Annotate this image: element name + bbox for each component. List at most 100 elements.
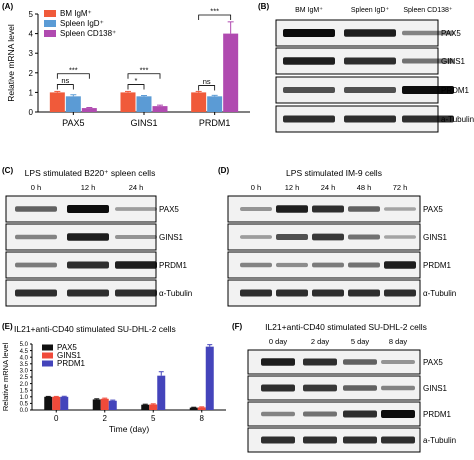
blot-band — [343, 436, 377, 444]
blot-row-label: a-Tubulin — [423, 436, 456, 445]
blot-band — [384, 261, 416, 269]
y-tick-label: 1 — [29, 88, 34, 97]
blot-band — [343, 359, 377, 365]
y-axis-label: Relative mRNA level — [1, 342, 10, 411]
blot-band — [384, 235, 416, 239]
x-tick-label: PAX5 — [62, 118, 84, 128]
blot-band — [261, 411, 295, 417]
blot-row-label: PRDM1 — [159, 261, 188, 270]
blot-band — [348, 206, 380, 212]
lane-label: 5 day — [351, 337, 370, 346]
x-tick-label: 5 — [151, 414, 156, 423]
bar — [191, 92, 207, 112]
blot-band — [312, 205, 344, 213]
lane-label: 0 h — [31, 183, 41, 192]
blot-band — [381, 436, 415, 444]
bar — [207, 96, 223, 112]
blot-band — [276, 205, 308, 213]
y-tick-label: 2.0 — [20, 382, 29, 388]
x-tick-label: 8 — [200, 414, 205, 423]
chart-title: IL21+anti-CD40 stimulated SU-DHL-2 cells — [14, 324, 176, 334]
blot-band — [276, 289, 308, 297]
legend-label: GINS1 — [57, 351, 82, 360]
legend-swatch — [42, 344, 53, 351]
legend-label: PRDM1 — [57, 359, 86, 368]
blot-band — [303, 384, 337, 392]
blot-strip — [227, 223, 421, 251]
lane-label: 24 h — [321, 183, 336, 192]
blot-band — [15, 289, 57, 297]
lane-label: 72 h — [393, 183, 408, 192]
bar — [65, 96, 81, 112]
blot-panel-b: BM IgM⁺ Spleen IgD⁺ Spleen CD138⁺ PAX5 GINS1… — [275, 7, 474, 133]
blot-band — [312, 262, 344, 268]
blot-row-label: GINS1 — [159, 233, 184, 242]
panel-letter-a: (A) — [2, 2, 14, 11]
blot-panel-d: LPS stimulated IM-9 cells 0 h 12 h 24 h 48 h… — [227, 168, 456, 307]
blot-row-label: GINS1 — [423, 384, 448, 393]
lane-label: 8 day — [389, 337, 408, 346]
panel-letter-c: (C) — [2, 166, 14, 175]
blot-row-label: PAX5 — [441, 29, 461, 38]
blot-panel-f: IL21+anti-CD40 stimulated SU-DHL-2 cells… — [247, 322, 456, 453]
significance-label: *** — [210, 6, 219, 15]
blot-band — [67, 233, 109, 241]
lane-label: Spleen CD138⁺ — [403, 7, 453, 14]
bar — [52, 396, 61, 410]
significance-bracket — [127, 84, 145, 90]
bar — [157, 375, 166, 410]
bar — [108, 400, 117, 410]
legend-swatch — [44, 20, 56, 27]
lane-label: 24 h — [129, 183, 144, 192]
significance-label: ns — [203, 77, 211, 86]
blot-band — [344, 87, 396, 93]
blot-band — [312, 233, 344, 241]
lane-label: 12 h — [285, 183, 300, 192]
y-tick-label: 4 — [29, 30, 34, 39]
blot-band — [67, 205, 109, 213]
lane-label: 12 h — [81, 183, 96, 192]
bar — [205, 346, 214, 410]
legend-swatch — [44, 10, 56, 17]
bar — [60, 396, 69, 410]
significance-label: * — [135, 76, 138, 85]
blot-band — [261, 436, 295, 444]
blot-band — [348, 262, 380, 268]
y-tick-label: 4.5 — [20, 349, 29, 355]
bar — [49, 92, 65, 112]
legend-swatch — [44, 30, 56, 37]
blot-band — [348, 289, 380, 297]
significance-bracket — [198, 14, 232, 20]
blot-band — [343, 385, 377, 391]
bar — [223, 33, 239, 112]
blot-band — [381, 360, 415, 364]
blot-row-label: PAX5 — [159, 205, 179, 214]
blot-row-label: a-Tubulin — [441, 115, 474, 124]
blot-band — [240, 262, 272, 268]
blot-title: LPS stimulated B220⁺ spleen cells — [25, 168, 156, 178]
significance-bracket — [56, 73, 90, 79]
legend-label: Spleen IgD⁺ — [60, 19, 104, 28]
bar — [197, 407, 206, 410]
blot-band — [343, 410, 377, 418]
legend-swatch — [42, 352, 53, 359]
y-tick-label: 3.5 — [20, 362, 29, 368]
blot-band — [344, 57, 396, 65]
y-tick-label: 5 — [29, 10, 34, 19]
blot-band — [283, 29, 335, 37]
blot-title: IL21+anti-CD40 stimulated SU-DHL-2 cells — [265, 322, 427, 332]
y-tick-label: 1.0 — [20, 395, 29, 401]
y-tick-label: 0.5 — [20, 402, 29, 408]
blot-band — [384, 289, 416, 297]
legend-label: BM IgM⁺ — [60, 9, 92, 18]
blot-band — [115, 235, 157, 239]
blot-band — [381, 410, 415, 418]
blot-band — [348, 234, 380, 240]
bar — [136, 96, 152, 112]
blot-band — [240, 289, 272, 297]
blot-row-label: GINS1 — [423, 233, 448, 242]
x-axis-label: Time (day) — [109, 424, 149, 434]
lane-label: Spleen IgD⁺ — [351, 7, 390, 14]
significance-bracket — [127, 73, 161, 79]
